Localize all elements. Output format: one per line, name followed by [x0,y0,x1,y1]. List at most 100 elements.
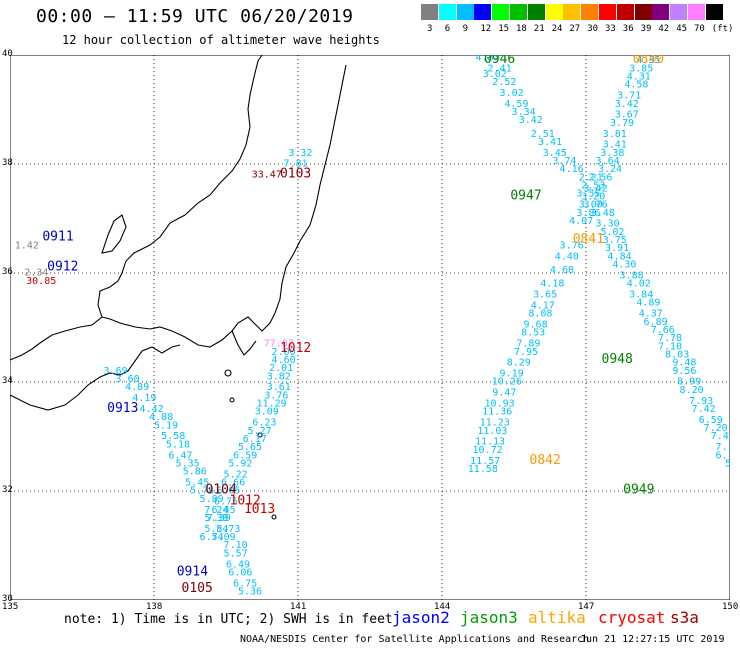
wave-height-value: 8.99 [677,377,701,388]
wave-height-value: 6.17 [243,434,267,445]
wave-height-value: 3.41 [603,140,627,151]
wave-height-value: 3.02 [500,88,524,99]
scale-swatch [705,4,723,20]
wave-height-value: 6.49 [226,559,250,570]
wave-height-value: 4.30 [612,260,636,271]
scale-label: 24 [551,24,563,34]
wave-height-value: 5.92 [725,458,730,469]
wave-height-value: 5.19 [154,420,178,431]
wave-height-value: 3.74 [552,156,576,167]
scale-swatch [563,4,581,20]
wave-height-value: 4.19 [132,393,156,404]
scale-label: 15 [498,24,510,34]
wave-height-value: 30.85 [26,276,56,287]
latitude-label: 34 [2,376,13,386]
wave-height-value: 9.68 [524,320,548,331]
wave-height-value: 6.75 [214,497,238,508]
wave-height-value: 7.24 [204,505,228,516]
wave-height-value: 77.07 [264,339,294,350]
longitude-label: 138 [146,602,163,612]
wave-height-value: 9.19 [500,369,524,380]
wave-height-value: 7.66 [651,325,675,336]
scale-swatch [456,4,474,20]
wave-height-value: 4.59 [504,99,528,110]
pass-time-label: 0104 [206,483,237,498]
pass-time-label: 0105 [182,581,213,596]
scale-label: 36 [622,24,634,34]
wave-height-value: 3.24 [598,164,622,175]
scale-swatch [510,4,527,20]
noto-peninsula [101,214,127,254]
wave-height-value: 3.75 [603,235,627,246]
wave-height-value: 3.41 [538,137,562,148]
wave-height-value: 3.45 [543,148,567,159]
wave-height-value: 1.42 [15,240,39,251]
wave-height-value: 6.59 [233,450,257,461]
wave-height-value: 3.76 [264,390,288,401]
wave-height-value: 7.93 [689,396,713,407]
scale-swatch [527,4,545,20]
pass-time-label: 1012 [280,341,311,356]
wave-height-value: 5.22 [224,469,248,480]
wave-height-value: 5.09 [212,532,236,543]
coastline-kanto [101,64,347,348]
wave-height-value: 5.92 [228,458,252,469]
wave-height-value: 2.53 [581,181,605,192]
wave-height-value: 6.06 [228,567,252,578]
wave-height-value: 7.78 [658,333,682,344]
longitude-label: 150 [722,602,739,612]
wave-height-value: 6.23 [252,418,276,429]
wave-height-value: 5.27 [248,426,272,437]
wave-height-value: 11.36 [482,407,512,418]
footer-note: note: 1) Time is in UTC; 2) SWH is in fe… [64,612,393,627]
scale-label: 70 [694,24,705,34]
wave-height-value: 9.47 [492,388,516,399]
wave-height-value: 9.48 [672,358,696,369]
longitude-label: 144 [434,602,451,612]
pass-time-label: 0841 [573,232,604,247]
wave-height-value: 6.75 [233,578,257,589]
scale-label: (ft) [711,24,734,34]
wave-height-value: 4.35 [636,55,660,66]
island-3 [257,432,263,438]
latitude-label: 32 [2,485,13,495]
wave-height-value: 4.89 [125,382,149,393]
wave-height-value: 8.20 [680,385,704,396]
scale-swatch [652,4,670,20]
page-title: 00:00 – 11:59 UTC 06/20/2019 [36,6,354,27]
wave-height-value: 2.52 [492,77,516,88]
island-1 [224,369,232,377]
wave-height-value: 4.16 [560,164,584,175]
wave-height-value: 7.44 [711,431,730,442]
wave-height-value: 2.41 [488,63,512,74]
wave-height-value: 5.39 [204,513,228,524]
wave-height-value: 4.68 [550,265,574,276]
longitude-label: 141 [290,602,307,612]
wave-height-value: 5.18 [166,439,190,450]
wave-height-value: 3.48 [591,208,615,219]
wave-height-value: 4.18 [540,279,564,290]
wave-height-value: 3.55 [576,189,600,200]
wave-height-value: 5.86 [183,467,207,478]
scale-swatch [634,4,652,20]
wave-height-value: 3.84 [629,290,653,301]
pass-time-label: 0912 [47,259,78,274]
wave-height-value: 4.17 [531,300,555,311]
pass-time-label: 0949 [623,483,654,498]
mission-label: jason3 [460,608,518,627]
coastline [10,55,347,520]
graticule [10,55,730,600]
scale-label: 30 [587,24,599,34]
wave-height-value: 7.39 [207,513,231,524]
scale-swatch [616,4,634,20]
mission-label: jason2 [392,608,450,627]
wave-height-value: 6.45 [212,505,236,516]
wave-height-value: 6.47 [168,450,192,461]
wave-height-value: 4.60 [272,355,296,366]
latitude-label: 36 [2,267,13,277]
wave-height-value: 3.42 [615,99,639,110]
coastline-honshu [10,55,263,361]
wave-height-value: 8.53 [521,328,545,339]
scale-swatch [421,4,438,20]
wave-height-value: 5.89 [200,494,224,505]
